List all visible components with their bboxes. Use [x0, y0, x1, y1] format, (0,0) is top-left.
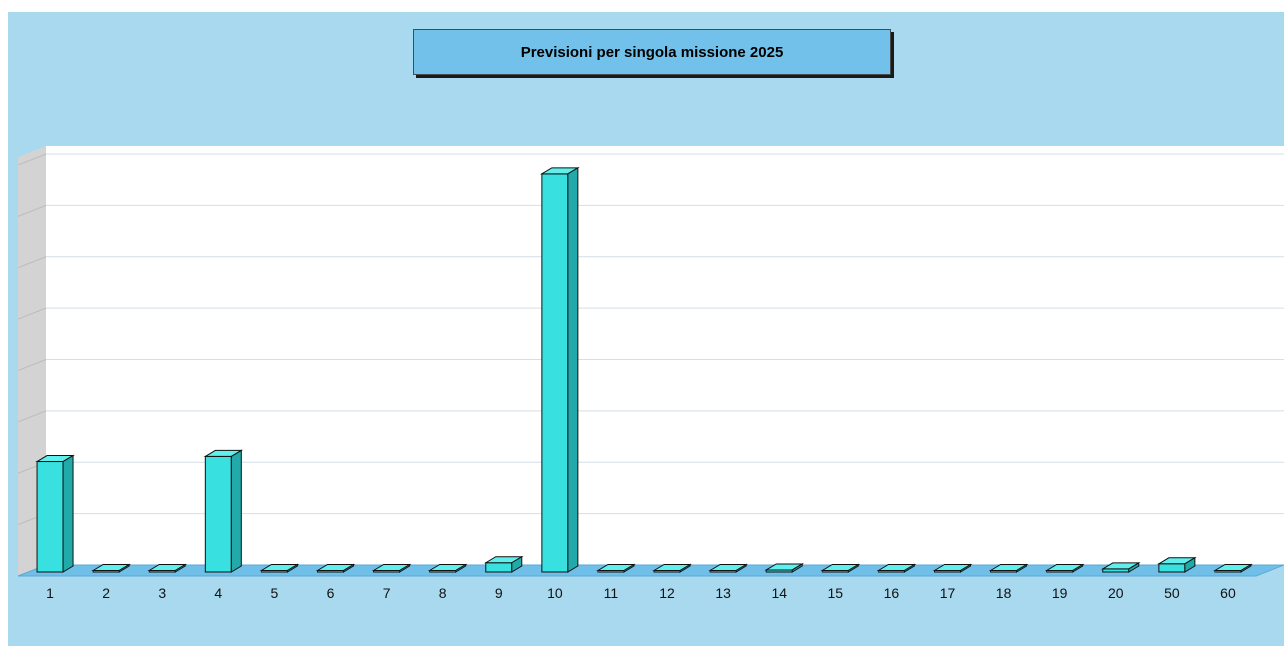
x-tick-label: 2 [102, 585, 110, 601]
bar-side [1072, 563, 1084, 573]
back-wall [46, 146, 1284, 565]
chart-title: Previsioni per singola missione 2025 [413, 29, 891, 75]
bar-14 [764, 563, 805, 573]
x-tick-label: 16 [884, 585, 900, 601]
bar-6 [315, 563, 356, 573]
gridline-side [17, 359, 47, 371]
bar-60 [1213, 563, 1253, 573]
x-tick-label: 8 [439, 585, 447, 601]
gridline-side [17, 153, 47, 166]
x-tick-label: 3 [158, 585, 166, 601]
bar-side [343, 563, 354, 573]
bar-side [679, 563, 691, 573]
x-tick-label: 1 [46, 585, 54, 601]
bar-15 [820, 563, 861, 573]
bar-side [791, 563, 803, 573]
x-tick-label: 17 [940, 585, 956, 601]
bar-side [623, 563, 635, 573]
bar-front [36, 461, 64, 573]
x-tick-label: 19 [1052, 585, 1068, 601]
x-tick-label: 12 [659, 585, 675, 601]
bar-front [541, 173, 569, 573]
bar-4 [203, 449, 244, 573]
bar-side [455, 563, 467, 573]
bar-19 [1044, 563, 1085, 573]
x-tick-label: 10 [547, 585, 563, 601]
bar-side [735, 563, 747, 573]
x-tick-label: 4 [214, 585, 222, 601]
bar-side [399, 563, 411, 573]
bar-2 [91, 563, 131, 573]
bar-side [511, 555, 523, 573]
x-tick-label: 60 [1220, 585, 1236, 601]
bar-10 [540, 166, 580, 573]
bar-3 [147, 563, 188, 573]
gridline-side [17, 204, 47, 217]
bar-side [1240, 563, 1252, 573]
x-tick-label: 20 [1108, 585, 1124, 601]
bar-front [1158, 563, 1186, 573]
bars [35, 166, 1253, 573]
x-tick-label: 18 [996, 585, 1012, 601]
x-tick-label: 15 [828, 585, 844, 601]
x-tick-label: 9 [495, 585, 503, 601]
bar-16 [876, 563, 917, 573]
bar-18 [988, 563, 1029, 573]
bar-5 [259, 563, 300, 573]
bar-side [1016, 563, 1028, 573]
bar-side [1184, 556, 1196, 573]
bar-side [1128, 562, 1140, 573]
bar-side [903, 563, 915, 573]
bar-side [174, 563, 186, 573]
bar-1 [35, 454, 75, 573]
bar-8 [427, 563, 468, 573]
bar-side [118, 563, 130, 573]
bar-12 [652, 563, 692, 573]
gridline-side [17, 410, 47, 423]
gridline-side [17, 307, 47, 320]
bar-front [485, 562, 513, 573]
bar-side [230, 449, 242, 573]
x-tick-label: 5 [271, 585, 279, 601]
bar-13 [708, 563, 748, 573]
x-tick-label: 50 [1164, 585, 1180, 601]
x-tick-label: 7 [383, 585, 391, 601]
bar-7 [371, 563, 412, 573]
bar-20 [1100, 562, 1141, 573]
bar-side [567, 166, 579, 573]
bar-side [286, 563, 298, 573]
bar-front [204, 455, 232, 573]
x-tick-label: 14 [771, 585, 787, 601]
x-tick-label: 13 [715, 585, 731, 601]
bar-side [62, 454, 74, 573]
bar-17 [932, 563, 973, 573]
bar-11 [596, 563, 636, 573]
bar-50 [1157, 556, 1197, 573]
x-tick-label: 11 [604, 585, 619, 601]
bar-side [960, 563, 971, 573]
x-tick-label: 6 [327, 585, 335, 601]
bar-9 [483, 555, 524, 573]
x-axis-ticks: 1 2 3 4 5 6 7 8 9 10 11 12 13 14 15 16 17 18 19 20 50 60 [46, 585, 1236, 601]
gridline-side [17, 256, 47, 269]
bar-side [847, 563, 859, 573]
